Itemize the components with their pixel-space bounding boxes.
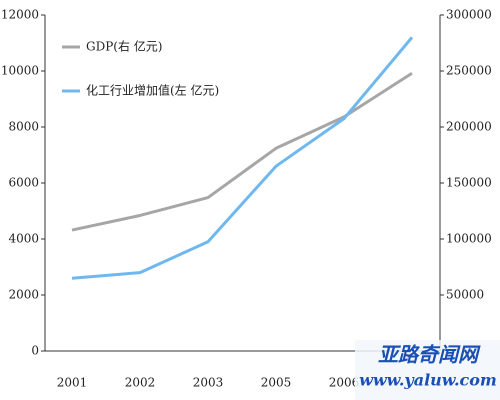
x-tick-label: 2006 xyxy=(329,376,360,390)
watermark-url: www.yaluw.com xyxy=(359,371,497,390)
x-tick-label: 2002 xyxy=(125,376,156,390)
watermark: 亚路奇闻网 xyxy=(378,343,481,367)
legend-label: GDP(右 亿元) xyxy=(86,39,162,54)
y-tick-label: 4000 xyxy=(8,232,39,246)
legend-label: 化工行业增加值(左 亿元) xyxy=(86,83,219,98)
y2-tick-label: 50000 xyxy=(446,288,484,302)
y-tick-label: 8000 xyxy=(8,120,39,134)
y2-tick-label: 150000 xyxy=(446,176,492,190)
y-tick-label: 12000 xyxy=(1,8,39,22)
x-tick-label: 2001 xyxy=(57,376,88,390)
series-line xyxy=(71,71,413,232)
y-tick-label: 6000 xyxy=(8,176,39,190)
y-tick-label: 0 xyxy=(31,344,39,358)
y2-tick-label: 250000 xyxy=(446,64,492,78)
series-line xyxy=(71,36,414,280)
y2-tick-label: 200000 xyxy=(446,120,492,134)
y-tick-label: 2000 xyxy=(8,288,39,302)
x-tick-label: 2005 xyxy=(261,376,292,390)
y2-tick-label: 300000 xyxy=(446,8,492,22)
y-tick-label: 10000 xyxy=(1,64,39,78)
y2-tick-label: 100000 xyxy=(446,232,492,246)
watermark-bg xyxy=(355,340,500,400)
x-tick-label: 2003 xyxy=(193,376,224,390)
